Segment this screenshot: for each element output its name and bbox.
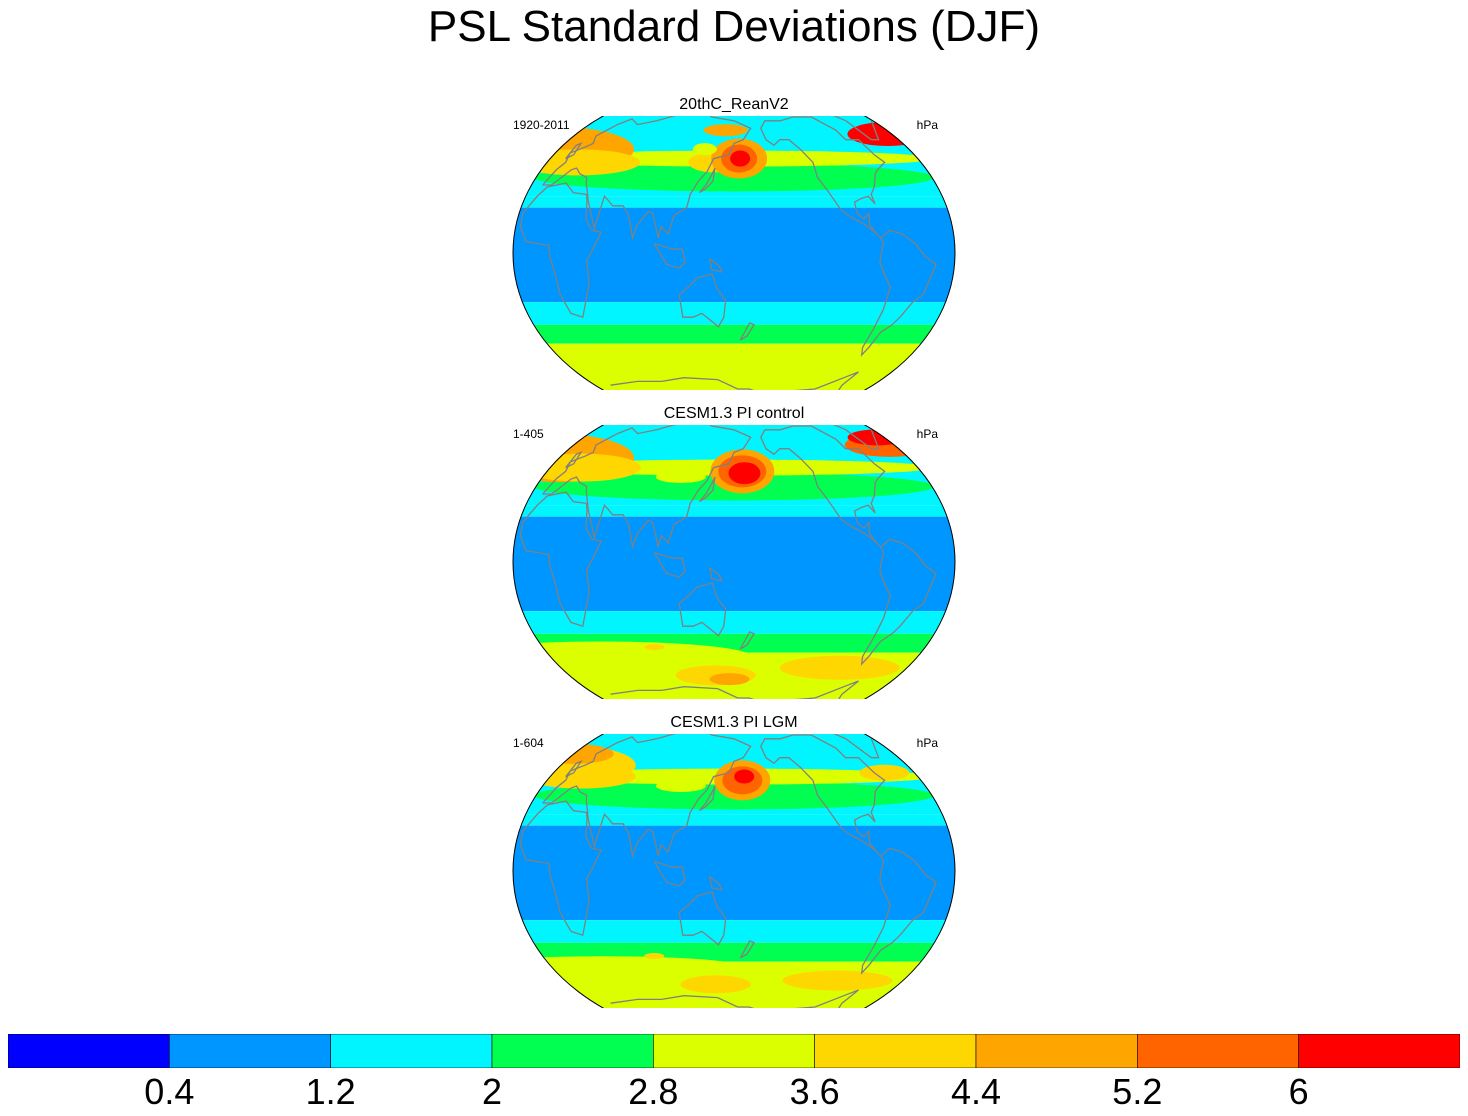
field-contour [643,358,754,383]
coastline [653,551,686,578]
panel-period-label: 1-604 [513,736,544,750]
coastline [809,734,880,759]
panel-title: CESM1.3 PI control [663,405,805,422]
colorbar-box [1137,1034,1299,1068]
colorbar-tick-label: 5.2 [1112,1071,1163,1112]
panel-period-label: 1-405 [513,427,544,441]
field-band [513,505,955,517]
map-outline [512,425,956,699]
coastline [542,425,752,550]
colorbar-box [491,1034,654,1068]
field-band [513,920,955,943]
field-contour [779,655,900,680]
field-contour [859,764,910,781]
field-contour [644,953,665,959]
map-plot [512,425,956,699]
field-contour [782,349,893,376]
field-contour [782,970,893,991]
colorbar-tick-label: 2.8 [628,1071,679,1112]
field-contour [703,124,748,137]
coastline [860,229,937,357]
colorbar-box [169,1034,331,1068]
coastline [739,322,755,341]
field-contour [728,462,761,485]
coastline [519,491,603,628]
field-contour [644,644,665,650]
colorbar-box [975,1034,1138,1068]
field-band [513,302,955,325]
panel-units-label: hPa [916,427,938,441]
colorbar [8,1034,1460,1068]
coastline [739,940,755,959]
field-contour [692,143,717,156]
coastline [519,800,603,937]
panel-units-label: hPa [916,118,938,132]
coastline [610,371,859,390]
coastline [860,847,937,975]
field-contour [847,122,928,146]
coastline [699,785,716,812]
field-contour [525,764,636,789]
coastline [565,142,583,160]
map-plot [512,116,956,390]
coastline [809,425,880,450]
coastline [708,567,723,582]
map-outline [512,734,956,1008]
colorbar-tick-label: 6 [1288,1071,1309,1112]
map-plot [512,734,956,1008]
colorbar-box [814,1034,977,1068]
coastline [610,989,859,1008]
panel-units-label: hPa [916,736,938,750]
colorbar-tick-label: 0.4 [144,1071,195,1112]
coastline [760,425,886,548]
coastline [739,631,755,650]
coastline [542,734,752,859]
colorbar-tick-label: 3.6 [789,1071,840,1112]
field-band [513,611,955,634]
field-contour [734,769,755,784]
coastline [760,734,886,857]
coastline [708,876,723,891]
map-panel-3: CESM1.3 PI LGM 1-604 hPa [508,714,960,1008]
coastline [809,116,880,141]
panel-period-label: 1920-2011 [513,118,570,132]
coastline [678,272,727,328]
field-band [513,324,955,344]
map-outline [512,116,956,390]
field-band [513,814,955,826]
coastline [653,860,686,887]
coastline [610,680,859,699]
coastline [653,242,686,269]
panel-title: 20thC_ReanV2 [679,96,789,113]
coastline [565,760,583,778]
colorbar-tick-label: 4.4 [950,1071,1002,1112]
map-panel-2: CESM1.3 PI control 1-405 hPa [508,405,960,699]
coastline [699,167,716,194]
coastline [519,182,603,319]
field-contour [655,780,706,792]
coastline [760,116,886,239]
colorbar-box [653,1034,815,1068]
panel-title: CESM1.3 PI LGM [670,714,798,731]
field-contour [709,673,750,686]
coastline [542,116,752,241]
coastline [699,476,716,503]
field-contour [680,975,751,994]
field-contour [655,471,706,483]
colorbar-tick-label: 2 [481,1071,503,1112]
colorbar-box [1298,1034,1460,1068]
field-contour [730,150,751,167]
coastline [860,538,937,666]
coastline [708,258,723,273]
colorbar-boxes [8,1034,1460,1068]
colorbar-box [330,1034,493,1068]
field-band [513,196,955,208]
map-panel-1: 20thC_ReanV2 1920-2011 hPa [508,96,960,390]
colorbar-tick-label: 1.2 [305,1071,356,1112]
coastline [678,890,727,946]
figure-title: PSL Standard Deviations (DJF) [427,2,1041,51]
coastline [565,451,583,469]
colorbar-box [8,1034,170,1068]
coastline [678,581,727,637]
